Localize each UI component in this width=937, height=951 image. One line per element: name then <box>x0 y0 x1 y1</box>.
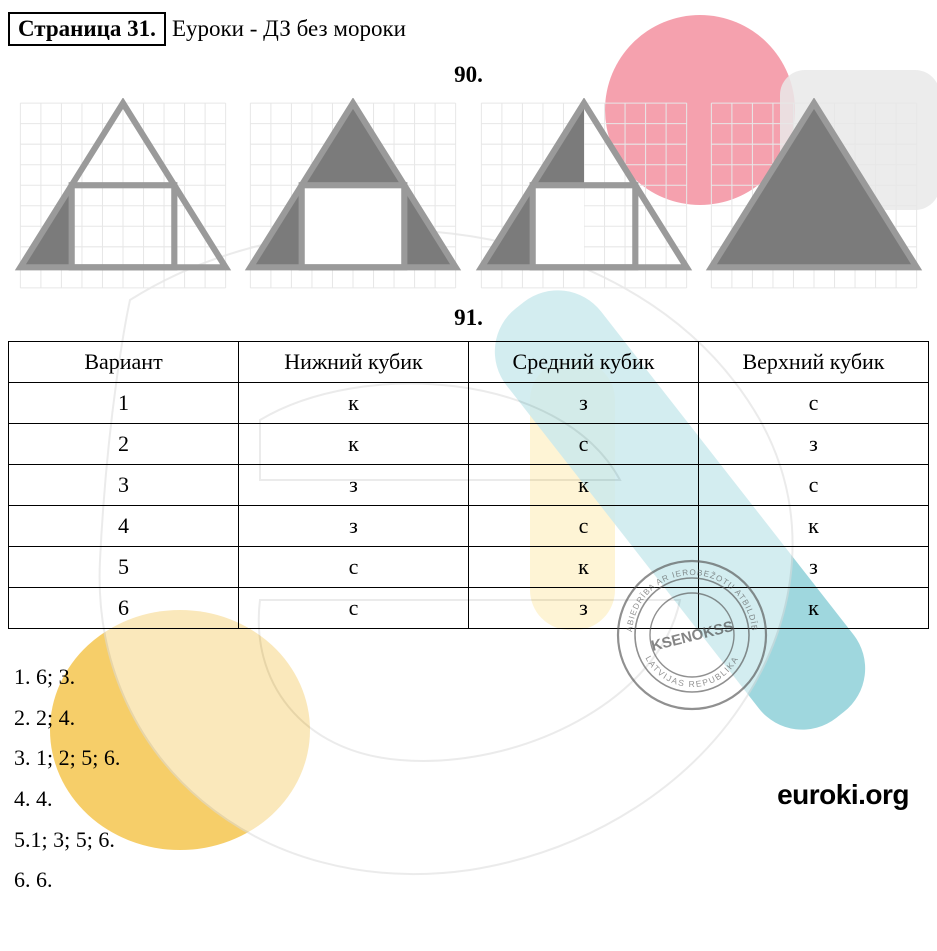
table-cell: к <box>469 547 699 588</box>
table-header: Верхний кубик <box>699 342 929 383</box>
table-header: Нижний кубик <box>239 342 469 383</box>
table-cell: к <box>239 424 469 465</box>
table-cell: 4 <box>9 506 239 547</box>
table-row: 4зск <box>9 506 929 547</box>
answers-list: 1. 6; 3.2. 2; 4.3. 1; 2; 5; 6.4. 4.5.1; … <box>8 657 929 901</box>
table-cell: с <box>239 547 469 588</box>
triangle-variant-1 <box>13 98 233 293</box>
page-number-box: Страница 31. <box>8 12 166 46</box>
answer-line: 2. 2; 4. <box>14 698 929 739</box>
table-cell: к <box>239 383 469 424</box>
table-cell: 1 <box>9 383 239 424</box>
answer-line: 6. 6. <box>14 860 929 901</box>
table-cell: к <box>469 465 699 506</box>
table-row: 6сзк <box>9 588 929 629</box>
answer-line: 4. 4. <box>14 779 929 820</box>
table-cell: к <box>699 506 929 547</box>
table-cell: 3 <box>9 465 239 506</box>
table-cell: з <box>469 588 699 629</box>
table-row: 5скз <box>9 547 929 588</box>
table-row: 3зкс <box>9 465 929 506</box>
table-cell: з <box>469 383 699 424</box>
table-cell: з <box>699 547 929 588</box>
table-cell: к <box>699 588 929 629</box>
table-cell: с <box>469 424 699 465</box>
table-cell: з <box>239 465 469 506</box>
table-cell: 5 <box>9 547 239 588</box>
triangle-variant-4 <box>704 98 924 293</box>
answer-line: 5.1; 3; 5; 6. <box>14 820 929 861</box>
table-row: 1кзс <box>9 383 929 424</box>
table-row: 2ксз <box>9 424 929 465</box>
page-number-label: Страница 31. <box>18 16 156 41</box>
table-cell: 6 <box>9 588 239 629</box>
table-header: Средний кубик <box>469 342 699 383</box>
table-cell: з <box>239 506 469 547</box>
table-cell: з <box>699 424 929 465</box>
triangle-variant-3 <box>474 98 694 293</box>
table-header: Вариант <box>9 342 239 383</box>
answer-line: 3. 1; 2; 5; 6. <box>14 738 929 779</box>
exercise-91-number: 91. <box>8 305 929 331</box>
table-cell: с <box>699 383 929 424</box>
table-cell: с <box>699 465 929 506</box>
answer-line: 1. 6; 3. <box>14 657 929 698</box>
table-cell: с <box>469 506 699 547</box>
site-title: Еуроки - ДЗ без мороки <box>172 16 406 42</box>
cubes-table: ВариантНижний кубикСредний кубикВерхний … <box>8 341 929 629</box>
page-content: Страница 31. Еуроки - ДЗ без мороки 90. … <box>0 0 937 913</box>
table-cell: 2 <box>9 424 239 465</box>
table-cell: с <box>239 588 469 629</box>
triangle-variant-2 <box>243 98 463 293</box>
exercise-90-number: 90. <box>8 62 929 88</box>
page-header: Страница 31. Еуроки - ДЗ без мороки <box>8 12 929 46</box>
exercise-90-figures <box>8 98 929 293</box>
